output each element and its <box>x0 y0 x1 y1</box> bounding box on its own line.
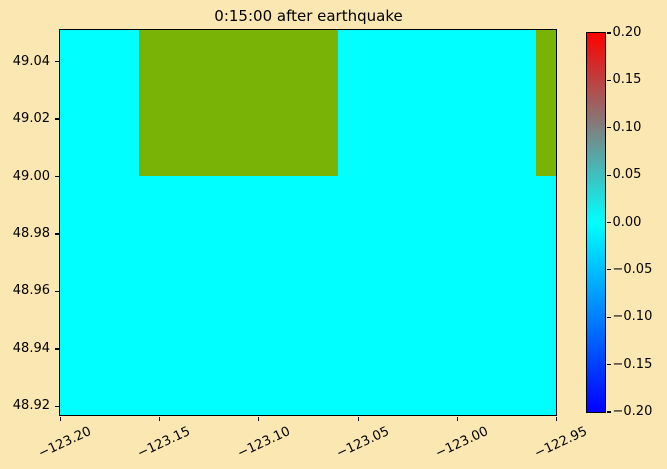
land-region <box>536 29 556 177</box>
plot-area <box>59 28 557 416</box>
x-tick-mark <box>456 416 458 421</box>
colorbar-tick-label: 0.15 <box>612 72 642 88</box>
x-tick-label-text: −123.15 <box>135 424 194 462</box>
y-tick-mark <box>54 118 59 120</box>
y-tick-label: 48.96 <box>12 283 50 299</box>
land-region <box>139 29 338 177</box>
x-tick-mark <box>59 416 62 421</box>
x-tick-label-text: −123.10 <box>234 424 293 462</box>
x-tick-mark <box>357 416 359 421</box>
colorbar-tick-label: 0.05 <box>612 167 642 183</box>
colorbar-tick-mark <box>606 79 611 81</box>
x-tick-label-text: −123.20 <box>36 424 94 462</box>
colorbar-tick-mark <box>606 316 611 318</box>
y-tick-mark <box>54 61 59 63</box>
y-tick-label: 48.98 <box>12 225 50 241</box>
colorbar-tick-mark <box>606 364 611 366</box>
colorbar-tick-label: −0.05 <box>612 261 653 277</box>
colorbar-tick-label: −0.10 <box>612 309 653 325</box>
y-tick-mark <box>54 175 59 178</box>
y-tick-mark <box>54 290 59 293</box>
y-tick-label: 49.00 <box>12 168 50 184</box>
x-tick-mark <box>258 416 260 421</box>
colorbar-tick-label: 0.00 <box>612 214 642 230</box>
x-tick-mark <box>159 416 161 421</box>
y-tick-label: 48.94 <box>12 340 50 356</box>
y-tick-label: 49.02 <box>12 111 50 127</box>
colorbar-tick-label: −0.20 <box>612 404 653 419</box>
chart-title: 0:15:00 after earthquake <box>214 7 403 25</box>
colorbar-tick-label: −0.15 <box>612 356 653 372</box>
x-tick-label-text: −123.00 <box>433 424 491 462</box>
y-tick-mark <box>54 348 59 350</box>
colorbar-tick-label: 0.20 <box>612 25 642 40</box>
y-tick-mark <box>54 233 59 235</box>
colorbar-tick-label: 0.10 <box>612 119 642 135</box>
y-tick-label: 48.92 <box>12 398 50 414</box>
colorbar-tick-mark <box>606 221 611 224</box>
x-tick-mark <box>555 416 558 421</box>
colorbar-tick-mark <box>606 174 611 176</box>
colorbar-tick-mark <box>606 127 611 129</box>
x-tick-label-text: −123.05 <box>333 424 392 462</box>
colorbar-tick-mark <box>606 269 611 271</box>
y-tick-label: 49.04 <box>12 53 50 69</box>
y-tick-mark <box>54 405 59 407</box>
x-tick-label-text: −122.95 <box>532 424 590 462</box>
colorbar-tick-mark <box>606 32 611 34</box>
colorbar-tick-mark <box>606 411 611 413</box>
colorbar <box>585 31 606 413</box>
